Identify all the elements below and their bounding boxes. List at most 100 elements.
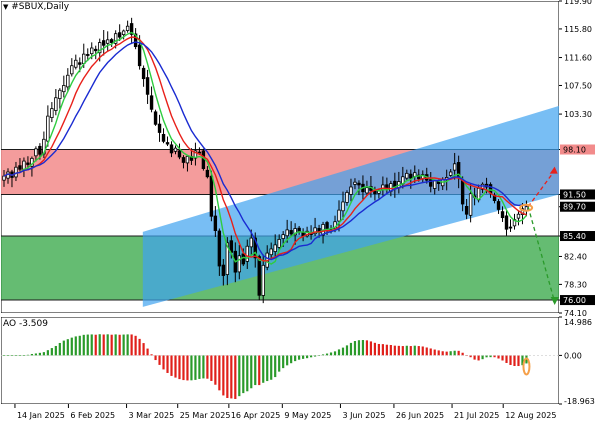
- ao-bar: [138, 338, 141, 356]
- x-tick-label: 16 Apr 2025: [231, 411, 280, 420]
- ao-y-tick-label: 14.986: [564, 318, 592, 327]
- candle-body: [117, 32, 122, 38]
- candle-body: [209, 175, 214, 217]
- ao-bar: [54, 345, 57, 356]
- candle-body: [173, 147, 178, 152]
- candle-body: [169, 144, 174, 154]
- ao-bar: [373, 342, 376, 356]
- ao-title-text: AO -3.509: [3, 319, 48, 329]
- candle-body: [337, 209, 341, 222]
- price-label-box: [560, 295, 595, 306]
- ao-bar: [114, 334, 117, 356]
- ao-bar: [22, 355, 26, 356]
- candle-body: [496, 201, 501, 210]
- ao-bar: [190, 355, 193, 381]
- price-label: 76.00: [563, 296, 586, 305]
- candle-body: [357, 182, 361, 186]
- ao-bar: [266, 355, 269, 382]
- ao-bar: [46, 350, 49, 356]
- y-tick-label: 119.90: [564, 0, 592, 6]
- ao-bar: [170, 355, 173, 376]
- ao-bar: [449, 351, 452, 356]
- candle-body: [464, 205, 469, 215]
- ao-bar: [345, 345, 349, 356]
- candle-body: [149, 95, 154, 110]
- candle-body: [58, 89, 62, 99]
- ao-bar: [333, 351, 337, 356]
- candle-body: [125, 25, 130, 31]
- ao-indicator-title: AO -3.509: [3, 319, 48, 329]
- ao-bar: [238, 355, 241, 397]
- candle-body: [133, 33, 138, 48]
- ao-bar: [489, 355, 492, 358]
- ao-bar: [381, 344, 384, 356]
- ao-bar: [250, 355, 253, 389]
- ao-bar: [473, 355, 476, 360]
- ao-bar: [298, 355, 301, 360]
- ao-bar: [178, 355, 181, 380]
- candle-body: [289, 230, 293, 235]
- ao-bar: [501, 355, 504, 361]
- ma-mid-line: [3, 36, 527, 262]
- ao-bar: [377, 343, 380, 356]
- price-label-box: [560, 201, 595, 212]
- forecast-down-arrowhead: [550, 297, 559, 306]
- ao-bar: [98, 334, 101, 356]
- ao-bar: [6, 355, 10, 357]
- ao-bar: [126, 334, 129, 356]
- ao-bar: [58, 342, 61, 356]
- ao-bar: [242, 355, 245, 394]
- candle-body: [50, 108, 54, 118]
- ao-bar: [313, 355, 317, 357]
- ao-bar: [230, 355, 233, 399]
- candle-body: [508, 226, 513, 229]
- menu-arrow-icon[interactable]: ▼: [3, 3, 9, 11]
- candle-body: [353, 181, 357, 185]
- ao-bar: [174, 355, 177, 378]
- candle-body: [70, 65, 74, 75]
- ao-bar: [369, 341, 373, 356]
- candle-body: [313, 227, 317, 235]
- candle-body: [225, 242, 230, 275]
- candle-body: [341, 201, 345, 212]
- ao-bar: [349, 342, 353, 356]
- ao-bar: [254, 355, 257, 386]
- ao-bar: [66, 339, 69, 356]
- candle-body: [460, 180, 465, 205]
- ao-bar: [306, 355, 309, 359]
- y-tick-label: 107.50: [564, 81, 592, 90]
- x-tick-label: 6 Feb 2025: [70, 411, 115, 420]
- candle-body: [90, 47, 94, 55]
- ao-bar: [30, 353, 34, 356]
- candle-body: [137, 44, 142, 67]
- ao-bar: [18, 355, 22, 357]
- ao-bar: [134, 335, 137, 356]
- candle-body: [153, 111, 158, 125]
- candle-body: [109, 39, 114, 43]
- ao-bar: [186, 355, 189, 381]
- candle-body: [78, 62, 82, 65]
- x-tick-label: 26 Jun 2025: [396, 411, 444, 420]
- x-tick-label: 3 Jun 2025: [342, 411, 385, 420]
- ao-bar: [82, 334, 85, 356]
- ao-bar: [405, 345, 408, 356]
- ao-bar: [166, 355, 169, 373]
- ao-bar: [234, 355, 237, 399]
- forecast-down-line: [527, 206, 556, 303]
- forecast-up-arrowhead: [549, 166, 558, 174]
- ao-bar: [465, 355, 468, 357]
- ao-bar: [130, 334, 133, 356]
- ao-bar: [481, 355, 484, 360]
- ao-bar: [150, 354, 153, 356]
- candle-body: [433, 180, 437, 189]
- forecast-up-line: [527, 170, 556, 208]
- ao-bar: [206, 355, 209, 379]
- ao-bar: [278, 355, 281, 372]
- ao-bar: [50, 348, 53, 356]
- candle-body: [417, 174, 421, 180]
- candle-body: [241, 253, 245, 265]
- y-tick-label: 103.30: [564, 110, 592, 119]
- ao-bar: [282, 355, 285, 369]
- ao-bar: [106, 334, 109, 356]
- ao-bar: [461, 352, 464, 356]
